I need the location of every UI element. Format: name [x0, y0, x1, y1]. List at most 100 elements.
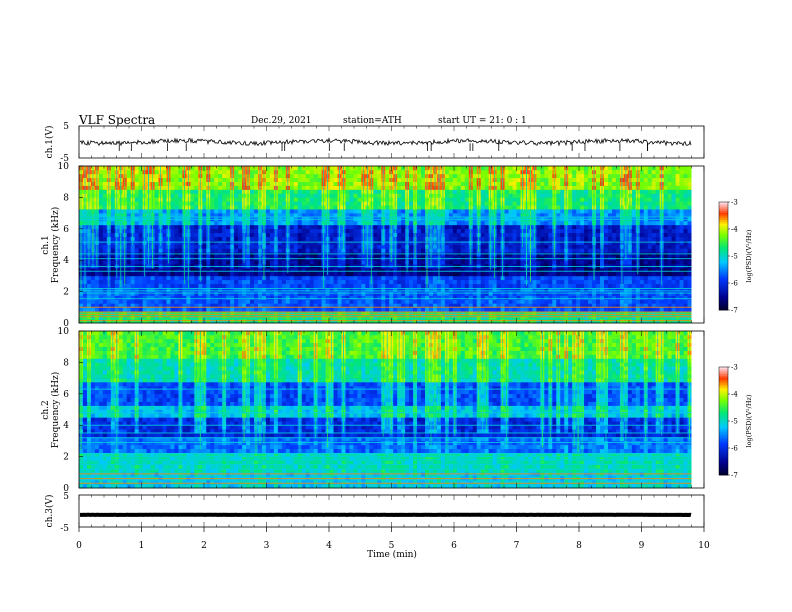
spectrogram-cell	[210, 232, 215, 237]
spectrogram-cell	[190, 213, 195, 218]
spectrogram-cell	[154, 287, 159, 292]
spectrogram-cell	[349, 311, 354, 316]
spectrogram-cell	[102, 268, 108, 273]
spectrogram-cell	[401, 315, 406, 320]
spectrogram-cell	[536, 319, 541, 324]
spectrogram-cell	[333, 201, 338, 206]
spectrogram-cell	[432, 244, 438, 249]
spectrogram-cell	[234, 232, 239, 237]
spectrogram-cell	[313, 311, 318, 316]
spectrogram-cell	[421, 315, 426, 320]
spectrogram-cell	[222, 169, 227, 175]
spectrogram-cell	[512, 177, 517, 182]
spectrogram-cell	[234, 315, 239, 320]
spectrogram-cell	[548, 299, 553, 304]
spectrogram-cell	[234, 185, 239, 190]
spectrogram-cell	[250, 319, 255, 324]
spectrogram-cell	[250, 287, 255, 292]
spectrogram-cell	[544, 166, 549, 171]
spectrogram-cell	[154, 166, 159, 171]
spectrogram-cell	[456, 197, 462, 202]
spectrogram-cell	[536, 189, 541, 194]
spectrogram-cell	[138, 260, 143, 265]
spectrogram-cell	[329, 166, 334, 171]
spectrogram-cell	[333, 319, 338, 324]
spectrogram-cell	[520, 275, 525, 281]
spectrogram-cell	[230, 319, 235, 324]
spectrogram-cell	[102, 181, 108, 186]
ch1-waveform-ticks	[78, 126, 705, 158]
spectrogram-cell	[257, 291, 263, 296]
spectrogram-cell	[174, 201, 179, 206]
spectrogram-cell	[333, 303, 338, 308]
spectrogram-cell	[170, 268, 175, 273]
spectrogram-cell	[98, 173, 104, 179]
spectrogram-cell	[508, 205, 513, 210]
spectrogram-cell	[536, 193, 541, 198]
spectrogram-cell	[444, 220, 450, 226]
spectrogram-cell	[134, 291, 139, 296]
spectrogram-cell	[281, 220, 287, 226]
spectrogram-cell	[504, 275, 509, 281]
spectrogram-cell	[289, 295, 295, 300]
spectrogram-cell	[436, 295, 442, 300]
spectrogram-cell	[305, 201, 310, 206]
spectrogram-cell	[456, 224, 462, 230]
spectrogram-cell	[234, 252, 239, 257]
spectrogram-cell	[556, 307, 561, 312]
spectrogram-cell	[190, 181, 195, 186]
spectrogram-cell	[242, 287, 247, 292]
spectrogram-cell	[496, 177, 501, 182]
spectrogram-cell	[421, 295, 426, 300]
spectrogram-cell	[556, 213, 561, 218]
spectrogram-cell	[520, 295, 525, 300]
spectrogram-cell	[90, 319, 96, 324]
spectrogram-cell	[464, 311, 470, 316]
spectrogram-cell	[277, 193, 283, 198]
spectrogram-cell	[349, 271, 354, 277]
spectrogram-cell	[480, 232, 485, 237]
spectrogram-cell	[222, 220, 227, 226]
spectrogram-cell	[484, 275, 489, 281]
spectrogram-cell	[444, 279, 450, 285]
spectrogram-cell	[313, 232, 318, 237]
spectrogram-cell	[250, 224, 255, 230]
spectrogram-cell	[329, 213, 334, 218]
spectrogram-cell	[329, 311, 334, 316]
spectrogram-cell	[138, 240, 143, 245]
spectrogram-cell	[170, 291, 175, 296]
spectrogram-cell	[329, 287, 334, 292]
spectrogram-cell	[309, 260, 314, 265]
spectrogram-cell	[357, 252, 362, 257]
spectrogram-cell	[250, 252, 255, 257]
spectrogram-cell	[190, 315, 195, 320]
spectrogram-cell	[377, 209, 382, 214]
spectrogram-cell	[484, 260, 489, 265]
spectrogram-cell	[146, 287, 151, 292]
spectrogram-cell	[289, 248, 295, 253]
spectrogram-cell	[357, 303, 362, 308]
spectrogram-cell	[110, 173, 116, 179]
spectrogram-cell	[456, 236, 462, 241]
spectrogram-cell	[444, 311, 450, 316]
spectrogram-cell	[210, 189, 215, 194]
spectrogram-cell	[409, 169, 414, 175]
spectrogram-cell	[417, 220, 422, 226]
spectrogram-cell	[174, 189, 179, 194]
spectrogram-cell	[210, 177, 215, 182]
spectrogram-cell	[210, 201, 215, 206]
spectrogram-cell	[500, 319, 505, 324]
spectrogram-cell	[321, 287, 326, 292]
spectrogram-cell	[421, 283, 426, 288]
spectrogram-cell	[373, 181, 378, 186]
spectrogram-cell	[444, 275, 450, 281]
spectrogram-cell	[536, 291, 541, 296]
spectrogram-cell	[377, 236, 382, 241]
spectrogram-cell	[460, 166, 466, 171]
spectrogram-cell	[373, 303, 378, 308]
spectrogram-cell	[516, 260, 521, 265]
spectrogram-cell	[222, 283, 227, 288]
spectrogram-cell	[313, 244, 318, 249]
spectrogram-cell	[393, 291, 398, 296]
spectrogram-cell	[556, 166, 561, 171]
